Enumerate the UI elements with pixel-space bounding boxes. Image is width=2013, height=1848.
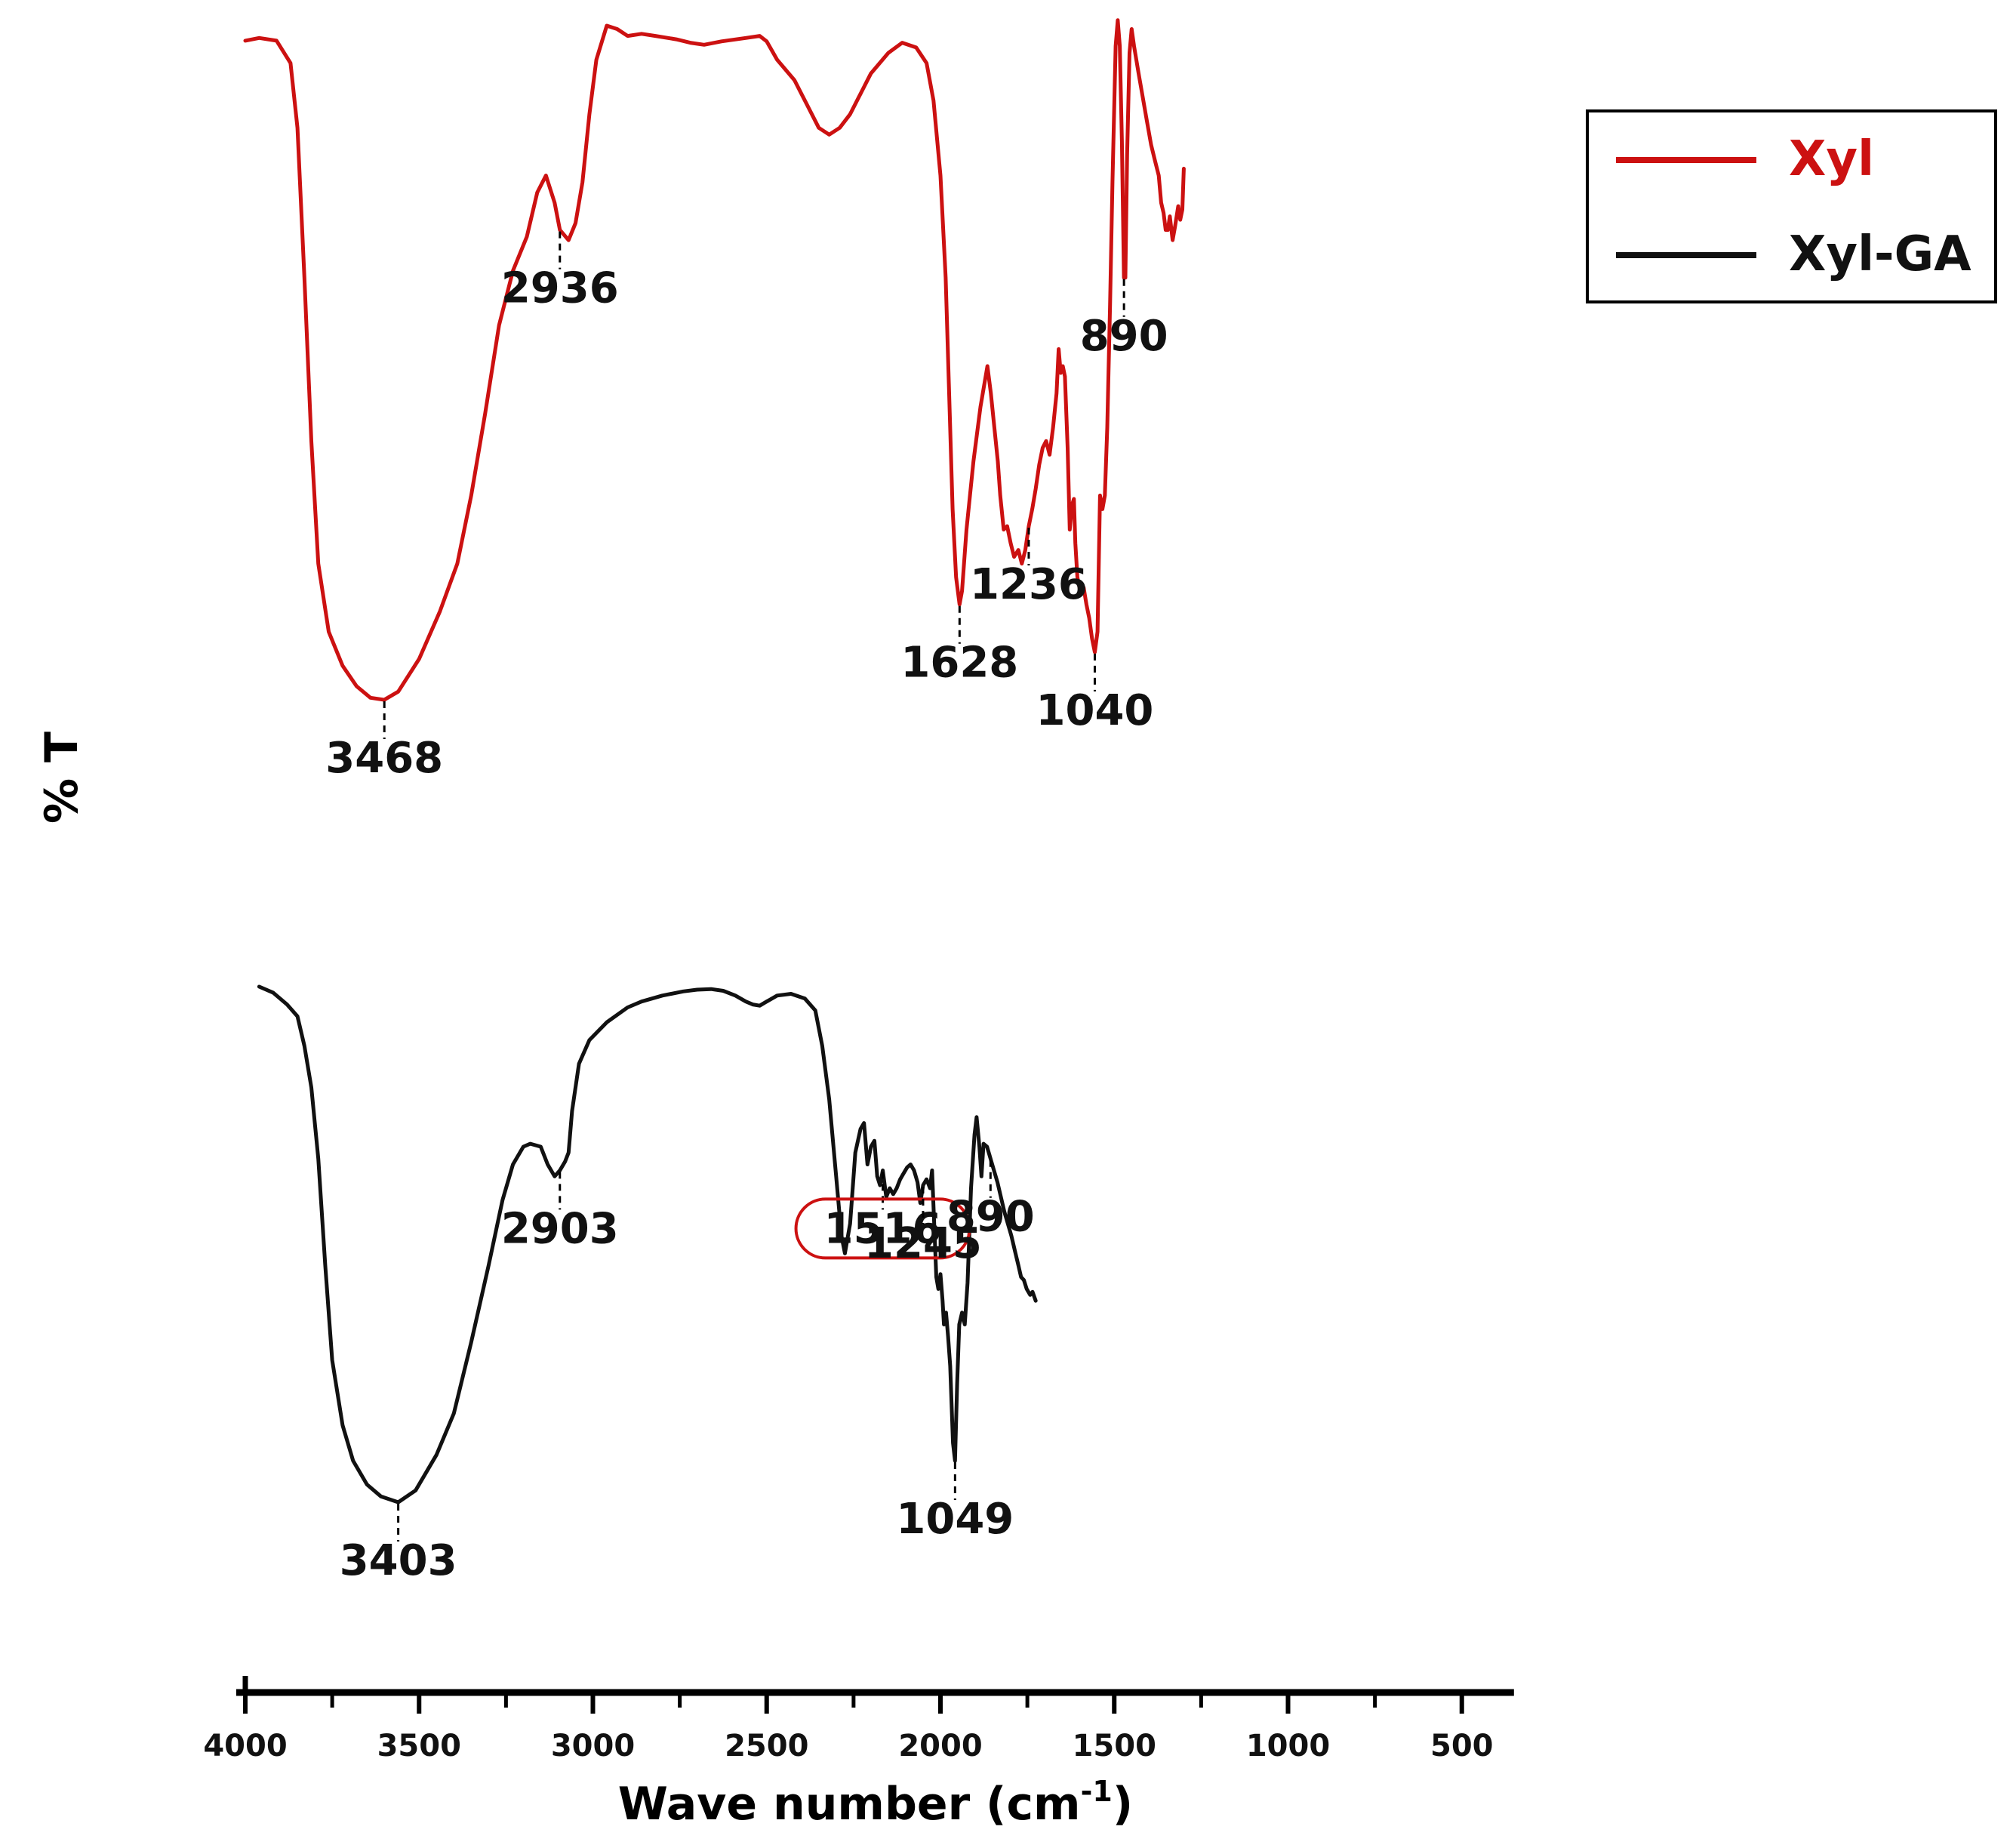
peak-xyl-1628: 1628 xyxy=(900,605,1018,688)
peak-label: 1236 xyxy=(970,560,1088,609)
peak-xyl-1236: 1236 xyxy=(970,527,1088,609)
peak-xyl-ga-1049: 1049 xyxy=(896,1462,1014,1544)
series-line-xyl-ga xyxy=(257,984,1038,1505)
x-axis-title: Wave number (cm-1) xyxy=(618,1775,1133,1831)
peak-label: 1245 xyxy=(864,1219,982,1268)
x-tick-label: 3000 xyxy=(551,1729,635,1763)
peak-label: 1628 xyxy=(900,639,1018,688)
peak-label: 3468 xyxy=(325,734,443,783)
legend-label-xyl: Xyl xyxy=(1789,131,1874,187)
series-line-xyl xyxy=(243,18,1186,702)
peak-xyl-3468: 3468 xyxy=(325,701,443,783)
x-axis-title-close: ) xyxy=(1113,1778,1133,1831)
peak-label: 3403 xyxy=(340,1536,457,1585)
x-axis: 4000 3500 3000 2500 2000 1500 1000 500 xyxy=(203,1676,1514,1763)
y-axis-title: % T xyxy=(35,732,88,824)
x-axis-title-main: Wave number (cm xyxy=(618,1778,1081,1831)
peak-xyl-ga-3403: 3403 xyxy=(340,1504,457,1585)
peak-label: 1049 xyxy=(896,1495,1014,1544)
x-tick-label: 1000 xyxy=(1246,1729,1330,1763)
legend: Xyl Xyl-GA xyxy=(1586,109,1997,303)
peak-label: 890 xyxy=(946,1193,1035,1242)
peak-xyl-ga-1245: 1245 xyxy=(864,1187,982,1268)
x-tick-label: 500 xyxy=(1430,1729,1494,1763)
x-tick-label: 2500 xyxy=(725,1729,808,1763)
peak-label: 890 xyxy=(1080,312,1168,361)
legend-box xyxy=(1586,109,1997,303)
peak-label: 2903 xyxy=(501,1204,619,1253)
peak-xyl-ga-890: 890 xyxy=(946,1160,1035,1242)
x-tick-label: 2000 xyxy=(898,1729,982,1763)
series-layer xyxy=(243,18,1186,1505)
legend-label-xyl-ga: Xyl-GA xyxy=(1789,226,1971,282)
x-tick-label: 1500 xyxy=(1073,1729,1156,1763)
x-tick-label: 4000 xyxy=(203,1729,287,1763)
peak-xyl-890: 890 xyxy=(1080,279,1168,361)
peak-xyl-1040: 1040 xyxy=(1036,653,1154,735)
peak-highlight-frame xyxy=(794,1197,971,1260)
peak-label: 2936 xyxy=(501,264,619,313)
peak-xyl-ga-2903: 2903 xyxy=(501,1172,619,1253)
peak-label: 1040 xyxy=(1036,686,1154,735)
x-axis-title-exponent: -1 xyxy=(1081,1775,1113,1808)
x-tick-label: 3500 xyxy=(377,1729,461,1763)
peak-xyl-2936: 2936 xyxy=(501,231,619,313)
